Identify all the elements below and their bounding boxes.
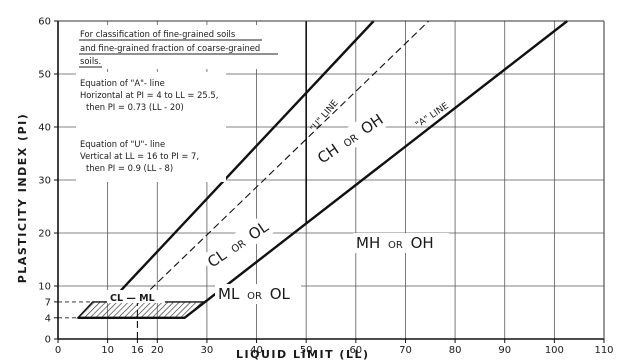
a-eq-line-2: Horizontal at PI = 4 to LL = 25.5,	[80, 90, 218, 100]
zone-mh-oh: MH OR OH	[353, 233, 449, 253]
y-tick-label-20: 20	[38, 229, 51, 240]
a-line-equation: Equation of "A"- line Horizontal at PI =…	[80, 78, 218, 112]
x-tick-label-110: 110	[594, 345, 613, 356]
zone-mh-oh-bg	[353, 233, 449, 253]
annotation-box-bg	[76, 25, 282, 69]
zone-cl-ol: CL OR OL	[200, 208, 284, 274]
y-tick-label-0: 0	[45, 335, 51, 346]
annotation-box: For classification of fine-grained soils…	[79, 29, 278, 68]
y-tick-label-4: 4	[45, 313, 51, 324]
y-tick-label-7: 7	[45, 297, 51, 308]
zone-cl-ol-label: CL OR OL	[204, 217, 272, 271]
y-axis-title-group: PLASTICITY INDEX (PI)	[16, 113, 29, 284]
a-eq-line-3: then PI = 0.73 (LL - 20)	[86, 102, 184, 112]
y-tick-label-60: 60	[38, 17, 51, 28]
x-tick-label-60: 60	[349, 345, 362, 356]
u-eq-line-1: Equation of "U"- line	[80, 139, 165, 149]
u-line-label: "U" LINE	[309, 98, 341, 134]
u-line-equation: Equation of "U"- line Vertical at LL = 1…	[80, 139, 199, 173]
zone-ch-oh-bg	[310, 102, 397, 170]
zone-ml-ol: ML OR OL	[215, 284, 301, 304]
upper-boundary-line	[109, 20, 375, 303]
x-tick-label-50: 50	[300, 345, 313, 356]
x-tick-label-40: 40	[250, 345, 263, 356]
x-tick-label-10: 10	[101, 345, 114, 356]
x-tick-label-30: 30	[201, 345, 214, 356]
x-tick-label-70: 70	[399, 345, 412, 356]
zone-cl-ol-bg	[200, 208, 284, 274]
x-tick-label-16: 16	[131, 345, 144, 356]
annotation-line-2: and fine-grained fraction of coarse-grai…	[80, 43, 260, 53]
u-eq-line-2: Vertical at LL = 16 to PI = 7,	[80, 151, 199, 161]
x-tick-label-100: 100	[545, 345, 564, 356]
zone-ml-ol-label: ML OR OL	[218, 285, 291, 303]
x-tick-label-90: 90	[498, 345, 511, 356]
y-tick-label-30: 30	[38, 176, 51, 187]
annotation-line-3: soils.	[80, 56, 101, 66]
x-axis-title: LIQUID LIMIT (LL)	[236, 348, 370, 361]
u-line-label-text: "U" LINE	[309, 98, 341, 134]
annotation-line-1: For classification of fine-grained soils	[80, 29, 235, 39]
a-eq-line-1: Equation of "A"- line	[80, 78, 165, 88]
equations-bg	[76, 72, 226, 182]
y-tick-labels: 0 4 7 10 20 30 40 50 60	[38, 17, 58, 346]
y-tick-label-40: 40	[38, 123, 51, 134]
reference-lines	[58, 21, 307, 319]
x-tick-labels: 0 10 16 20 30 40 50 60 70 80 90 100 110	[55, 339, 614, 356]
hatched-zone	[76, 301, 207, 319]
zone-ml-ol-bg	[215, 284, 301, 304]
cl-ml-bg	[107, 290, 165, 303]
x-tick-label-20: 20	[151, 345, 164, 356]
zone-mh-oh-label: MH OR OH	[356, 234, 434, 252]
x-tick-label-0: 0	[55, 345, 61, 356]
cl-ml-label: CL — ML	[110, 293, 155, 304]
u-eq-line-3: then PI = 0.9 (LL - 8)	[86, 163, 173, 173]
x-tick-label-80: 80	[449, 345, 462, 356]
a-line	[77, 20, 569, 319]
y-axis-title: PLASTICITY INDEX (PI)	[16, 113, 29, 284]
cl-ml-hatched-area	[76, 301, 207, 319]
y-tick-label-10: 10	[38, 282, 51, 293]
y-tick-label-50: 50	[38, 70, 51, 81]
